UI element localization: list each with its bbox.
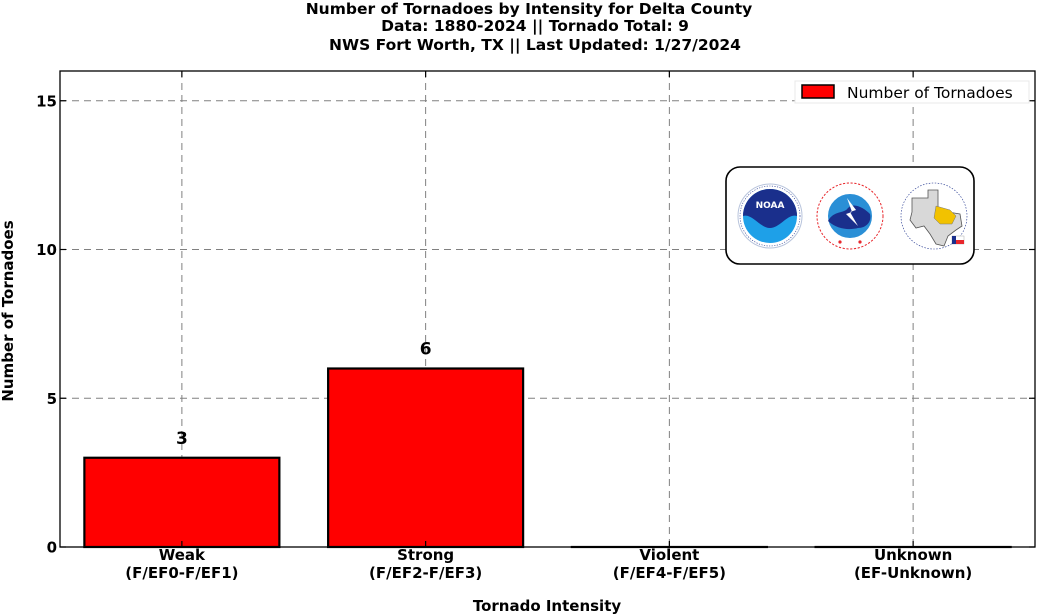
y-tick-label: 5 — [47, 390, 57, 408]
x-tick-label-3-line-2: (F/EF4-F/EF5) — [613, 564, 726, 582]
chart-title: Number of Tornadoes by Intensity for Del… — [306, 0, 753, 55]
y-tick-label: 10 — [36, 241, 57, 259]
x-tick-label-3-line-1: Violent — [639, 546, 699, 564]
x-tick-label-1-line-1: Weak — [159, 546, 206, 564]
nws-logo-icon — [816, 182, 884, 250]
x-tick-label-2-line-2: (F/EF2-F/EF3) — [369, 564, 482, 582]
nws-fort-worth-logo-icon — [900, 182, 968, 250]
noaa-logo-text: NOAA — [756, 201, 785, 211]
chart-title-line-2: Data: 1880-2024 || Tornado Total: 9 — [381, 17, 689, 36]
chart-title-line-1: Number of Tornadoes by Intensity for Del… — [306, 0, 753, 18]
bar-value-labels: 36 — [176, 340, 432, 449]
legend-frame — [794, 80, 1030, 104]
legend: Number of Tornadoes — [794, 80, 1030, 104]
x-axis-title: Tornado Intensity — [473, 597, 622, 615]
chart-title-line-3: NWS Fort Worth, TX || Last Updated: 1/27… — [329, 36, 741, 55]
bar-1 — [83, 456, 281, 549]
bar-value-label-1: 3 — [176, 429, 188, 449]
x-axis-ticks: Weak(F/EF0-F/EF1) Strong(F/EF2-F/EF3) Viol… — [125, 71, 972, 582]
y-axis-ticks: 0 5 10 15 — [36, 92, 1035, 557]
y-tick-label: 15 — [36, 92, 57, 110]
noaa-logo-icon: NOAA — [737, 183, 803, 249]
bar-value-label-2: 6 — [420, 340, 432, 360]
logo-panel: NOAA — [725, 166, 975, 265]
x-tick-label-4-line-1: Unknown — [874, 546, 952, 564]
legend-swatch — [801, 84, 835, 99]
x-tick-label-4-line-2: (EF-Unknown) — [854, 564, 972, 582]
legend-label: Number of Tornadoes — [847, 84, 1013, 102]
x-tick-label-1-line-2: (F/EF0-F/EF1) — [125, 564, 238, 582]
plot-frame — [59, 70, 1036, 548]
y-tick-label: 0 — [47, 539, 57, 557]
bar-2 — [327, 367, 525, 549]
x-tick-label-2-line-1: Strong — [397, 546, 454, 564]
y-axis-title: Number of Tornadoes — [0, 220, 17, 401]
